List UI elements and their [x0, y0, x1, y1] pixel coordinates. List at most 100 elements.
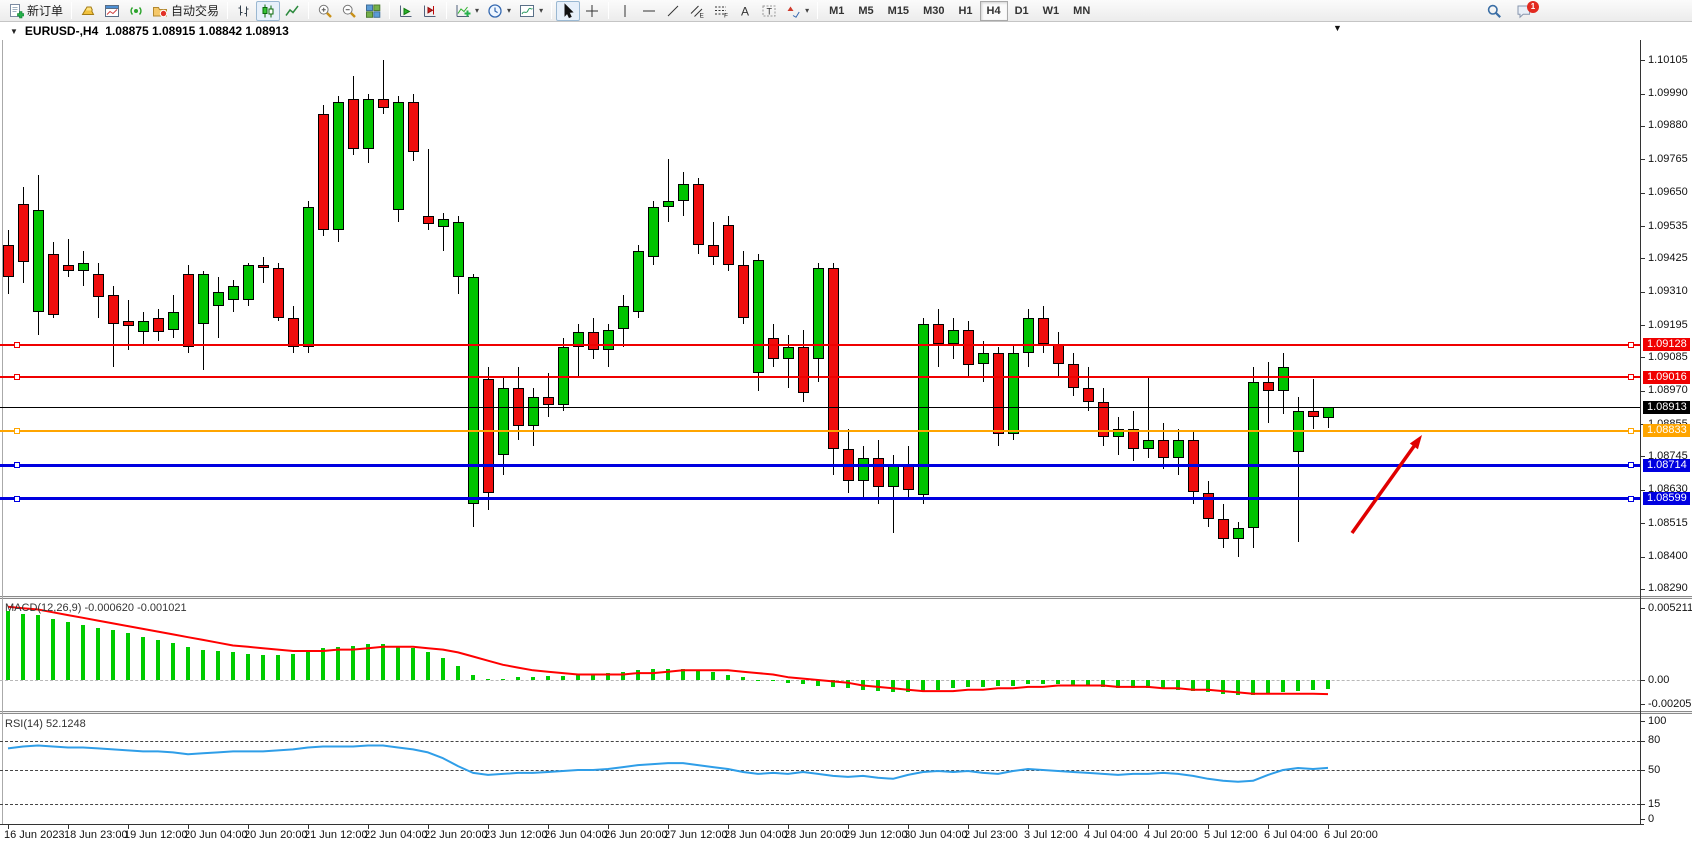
shapes-icon [785, 3, 801, 19]
timeframe-w1-button[interactable]: W1 [1036, 1, 1067, 21]
tile-windows-button[interactable] [361, 1, 385, 21]
trendline-icon [665, 3, 681, 19]
macd-tick-mark [1640, 704, 1645, 705]
timeframe-m15-button[interactable]: M15 [881, 1, 916, 21]
vertical-line-button[interactable] [613, 1, 637, 21]
macd-histogram-bar [96, 627, 100, 680]
candle-body [1023, 317, 1034, 353]
crosshair-button[interactable] [580, 1, 604, 21]
macd-histogram-bar [1071, 680, 1075, 686]
price-hline[interactable] [0, 343, 1640, 346]
symbol-dropdown-icon[interactable]: ▼ [10, 26, 18, 36]
macd-histogram-bar [171, 642, 175, 680]
fibonacci-button[interactable]: F [709, 1, 733, 21]
time-tick-mark [68, 824, 69, 829]
candle-wick [548, 373, 549, 417]
price-axis-line [1640, 40, 1641, 824]
hline-anchor[interactable] [14, 495, 20, 502]
timeframe-m30-button[interactable]: M30 [916, 1, 951, 21]
rsi-tick-label: 50 [1648, 763, 1661, 776]
auto-trading-button[interactable]: 自动交易 [148, 1, 223, 21]
timeframe-h1-button[interactable]: H1 [951, 1, 979, 21]
trendline-button[interactable] [661, 1, 685, 21]
candle-body [303, 207, 314, 347]
macd-histogram-bar [1086, 680, 1090, 686]
candle-body [1233, 527, 1244, 540]
candle-body [1008, 352, 1019, 435]
zoom-out-button[interactable] [337, 1, 361, 21]
search-button[interactable] [1482, 1, 1506, 21]
text-button[interactable]: A [733, 1, 757, 21]
arrow-annotation[interactable] [1350, 440, 1419, 535]
auto-scroll-button[interactable] [394, 1, 418, 21]
signal-button[interactable] [124, 1, 148, 21]
macd-histogram-bar [1221, 680, 1225, 694]
price-tick-mark [1640, 60, 1645, 61]
candle-body [933, 323, 944, 344]
chat-button[interactable]: 1 [1512, 0, 1539, 21]
hline-anchor[interactable] [1628, 341, 1634, 348]
price-hline[interactable] [0, 463, 1640, 467]
price-tick-label: 1.08290 [1648, 582, 1688, 595]
timeframe-mn-button[interactable]: MN [1066, 1, 1097, 21]
macd-histogram-bar [1206, 680, 1210, 693]
indicator-lines-overlay [7, 435, 1422, 783]
hline-anchor[interactable] [1628, 427, 1634, 434]
toolbar-separator [71, 2, 73, 19]
macd-histogram-bar [201, 649, 205, 680]
candle-body [633, 250, 644, 312]
candle-body [108, 294, 119, 324]
price-hline[interactable] [0, 497, 1640, 501]
zoom-in-button[interactable] [313, 1, 337, 21]
price-tick-mark [1640, 291, 1645, 293]
hline-anchor[interactable] [1628, 462, 1634, 469]
pane-splitter[interactable] [0, 596, 1692, 599]
macd-histogram-bar [66, 622, 70, 680]
label-button[interactable]: T [757, 1, 781, 21]
candle-body [468, 277, 479, 505]
time-tick-label: 4 Jul 04:00 [1084, 829, 1138, 841]
candle-body [138, 320, 149, 333]
candle-body [873, 457, 884, 487]
line-chart-button[interactable] [280, 1, 304, 21]
cursor-button[interactable] [556, 0, 581, 21]
timeframe-h4-button[interactable]: H4 [979, 0, 1008, 21]
timeframe-d1-button[interactable]: D1 [1008, 1, 1036, 21]
svg-text:E: E [700, 12, 705, 19]
bar-chart-button[interactable] [232, 1, 256, 21]
timeframe-m1-button[interactable]: M1 [822, 1, 851, 21]
toolbar-separator [608, 2, 610, 19]
chart-shift-marker-icon[interactable]: ▼ [1333, 23, 1342, 33]
macd-histogram-bar [456, 666, 460, 680]
candle-body [708, 245, 719, 257]
timeframe-m5-button[interactable]: M5 [851, 1, 880, 21]
time-tick-mark [128, 824, 129, 829]
pane-splitter[interactable] [0, 711, 1692, 714]
rsi-indicator-label: RSI(14) 52.1248 [5, 718, 86, 730]
hline-anchor[interactable] [14, 341, 20, 348]
templates-button[interactable]: ▾ [515, 1, 547, 21]
indicators-button[interactable]: ▾ [451, 1, 483, 21]
candlestick-button[interactable] [256, 0, 281, 21]
candle-body [678, 183, 689, 202]
hline-anchor[interactable] [14, 462, 20, 469]
hline-anchor[interactable] [1628, 495, 1634, 502]
shapes-button[interactable]: ▾ [781, 1, 813, 21]
periods-button[interactable]: ▾ [483, 1, 515, 21]
market-watch-button[interactable] [76, 1, 100, 21]
hline-anchor[interactable] [14, 374, 20, 381]
hline-anchor[interactable] [1628, 374, 1634, 381]
price-hline[interactable] [0, 429, 1640, 432]
time-tick-label: 26 Jun 04:00 [544, 829, 608, 841]
chart-window-button[interactable] [100, 1, 124, 21]
time-tick-mark [368, 824, 369, 829]
label-icon: T [761, 3, 777, 19]
channel-button[interactable]: E [685, 1, 709, 21]
chart-area[interactable]: MACD(12,26,9) -0.000620 -0.001021 RSI(14… [0, 40, 1692, 847]
chart-shift-button[interactable] [418, 1, 442, 21]
candle-body [228, 285, 239, 301]
new-order-button[interactable]: 新订单 [4, 1, 67, 21]
price-hline[interactable] [0, 376, 1640, 379]
horizontal-line-button[interactable] [637, 1, 661, 21]
hline-anchor[interactable] [14, 427, 20, 434]
